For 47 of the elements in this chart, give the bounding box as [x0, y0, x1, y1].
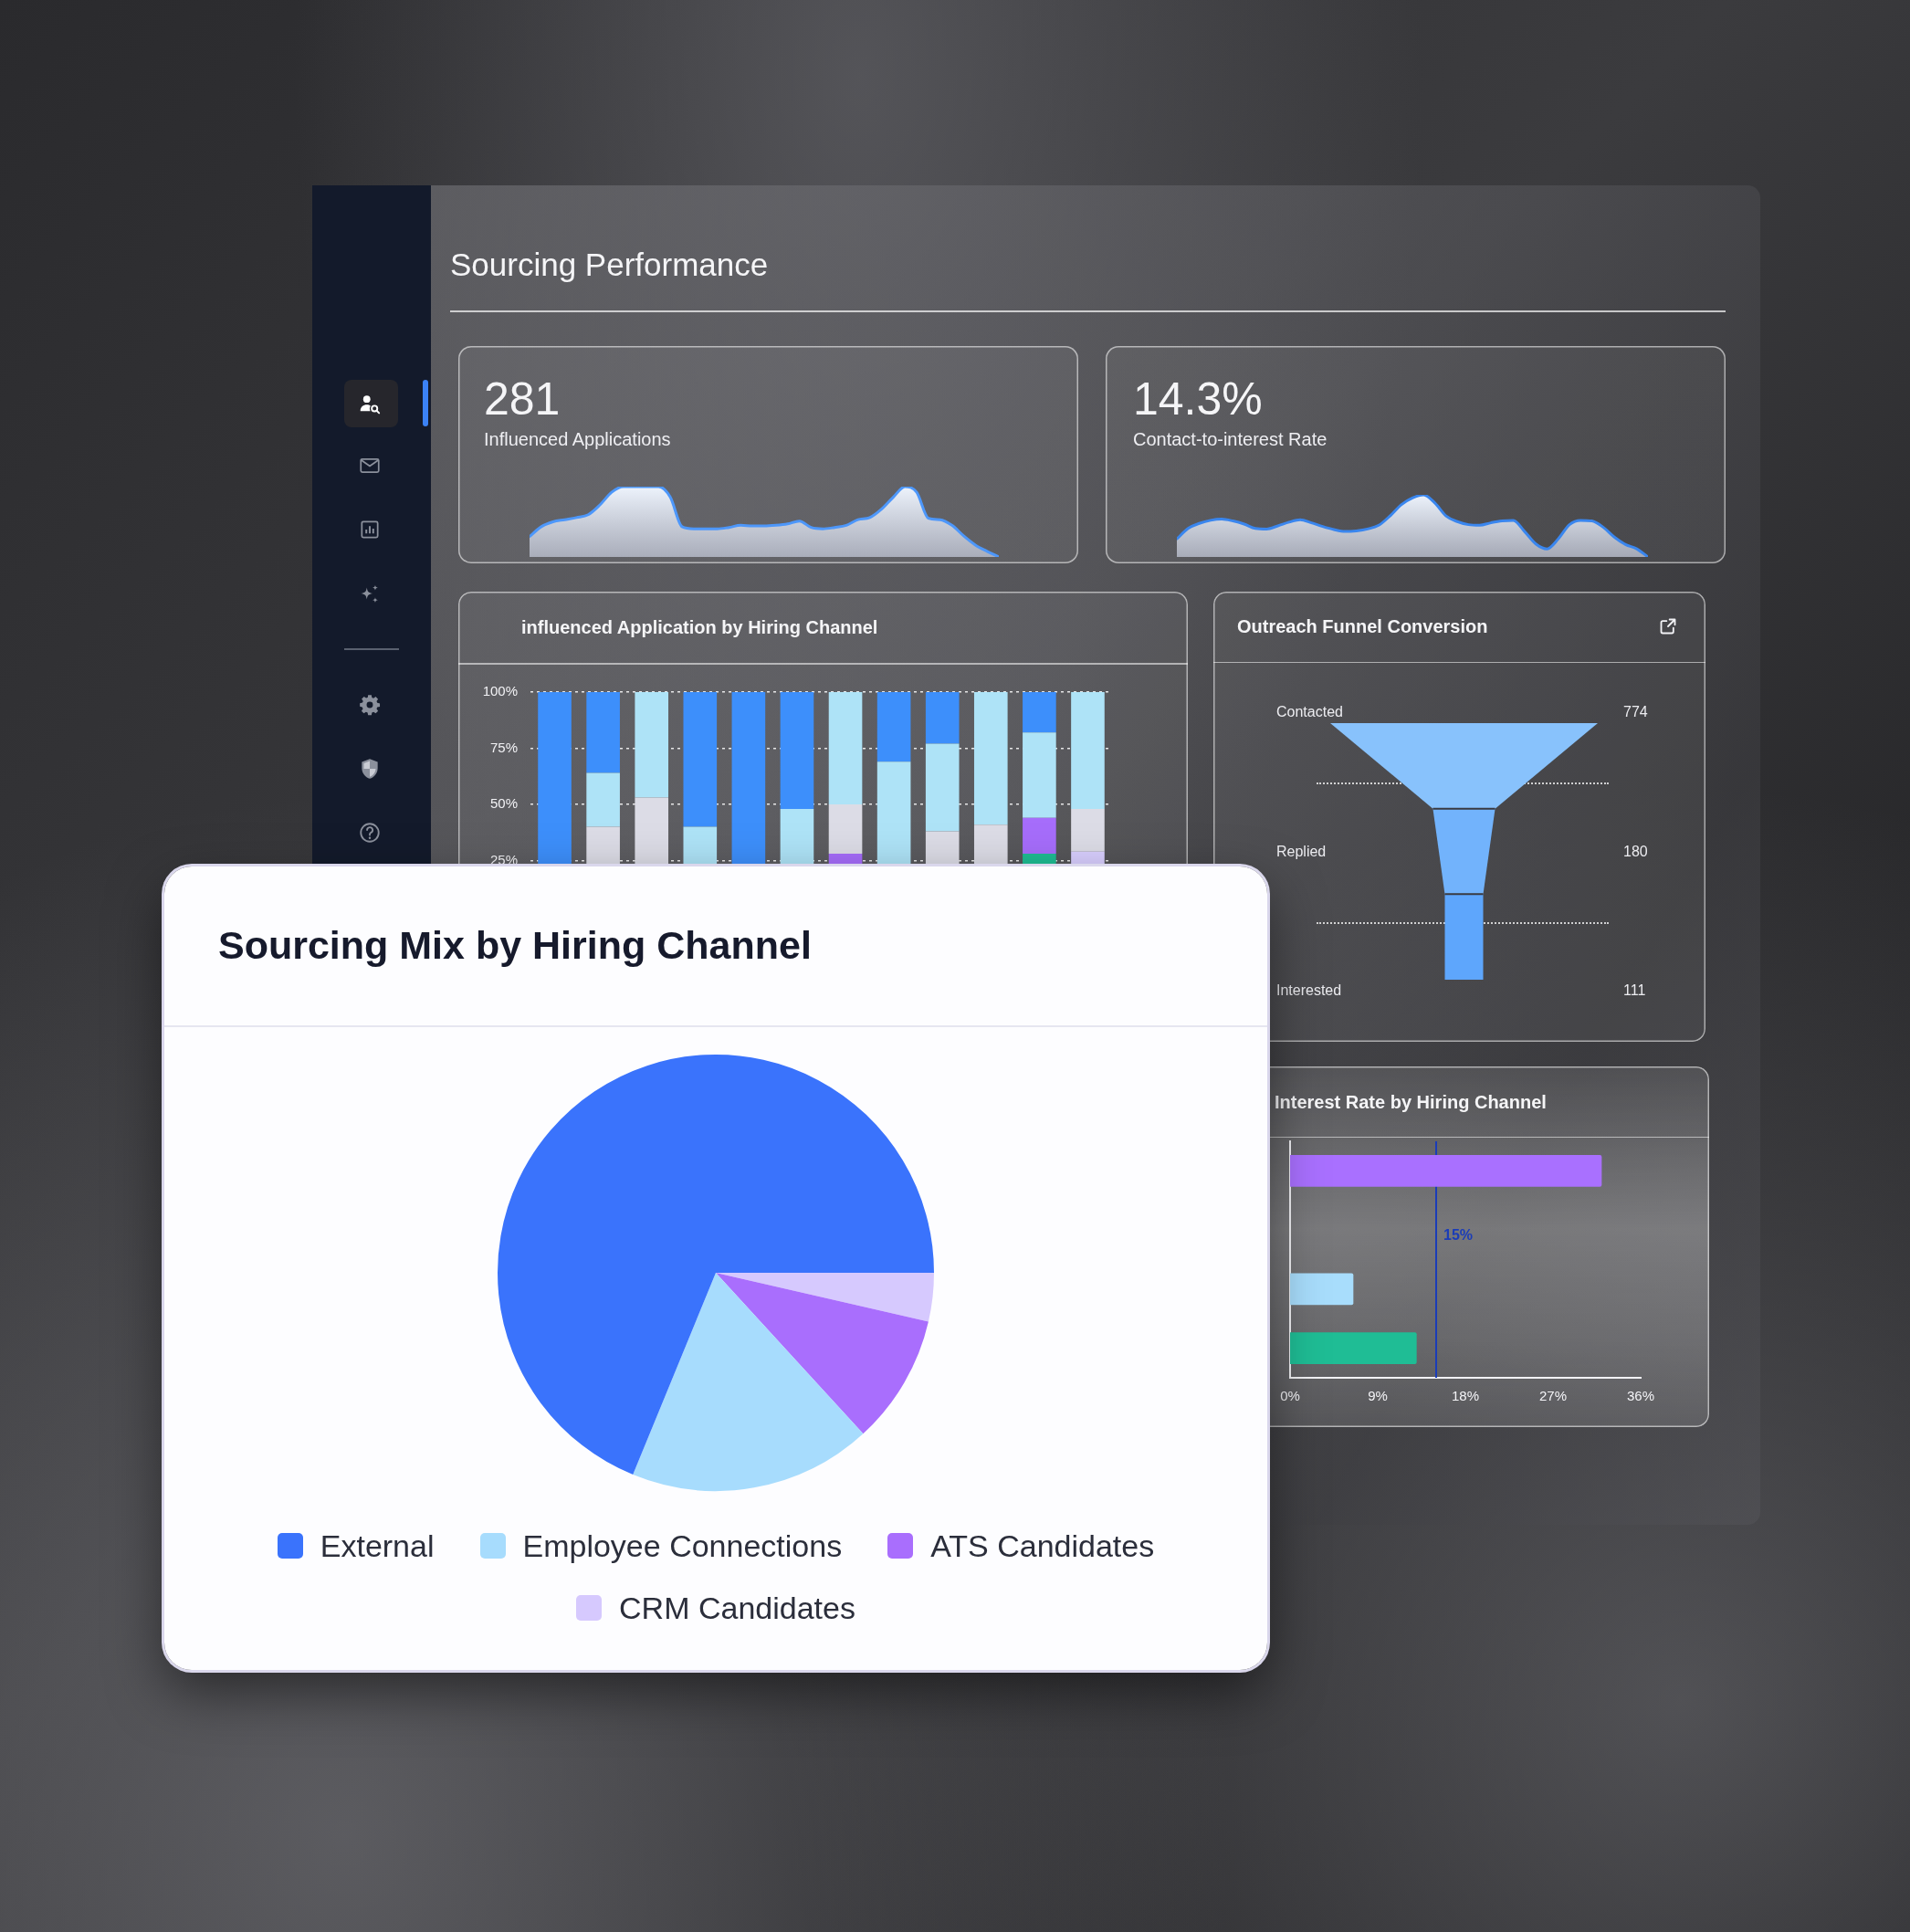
- bar: [1071, 808, 1105, 852]
- text: Contact-to-interest Rate: [1133, 429, 1328, 449]
- bar: [780, 692, 814, 809]
- x-tick-label: 36%: [1626, 1388, 1655, 1404]
- bar: [1290, 1332, 1417, 1365]
- bar: [925, 743, 960, 832]
- bar: [1290, 1273, 1354, 1306]
- x-tick-label: 27%: [1538, 1388, 1568, 1404]
- bar: [876, 692, 911, 762]
- category-label: Interested: [1276, 982, 1342, 999]
- data-label: 180: [1623, 843, 1648, 859]
- bar: [1071, 692, 1105, 809]
- bar: [635, 692, 669, 798]
- y-tick-label: 100%: [482, 683, 518, 699]
- bar: [973, 692, 1008, 825]
- bar: [828, 692, 863, 804]
- bar: [586, 772, 620, 827]
- chart-title: Sourcing Mix by Hiring Channel: [218, 923, 812, 967]
- x-tick-label: 0%: [1280, 1388, 1300, 1404]
- data-label: 774: [1623, 704, 1648, 720]
- text: 14.3%: [1133, 373, 1263, 425]
- bar: [828, 804, 863, 855]
- text: Influenced Applications: [484, 429, 671, 449]
- data-label: 111: [1623, 982, 1646, 999]
- legend-label: External: [320, 1528, 435, 1565]
- ref-line-label: 15%: [1443, 1227, 1474, 1244]
- bar: [925, 692, 960, 744]
- legend-label: CRM Candidates: [619, 1590, 855, 1627]
- x-tick-label: 9%: [1368, 1388, 1388, 1404]
- x-tick-label: 18%: [1451, 1388, 1480, 1404]
- legend-label: Employee Connections: [522, 1528, 843, 1565]
- chart-title: Interest Rate by Hiring Channel: [1275, 1092, 1547, 1112]
- bar: [1023, 732, 1056, 818]
- y-tick-label: 50%: [489, 795, 518, 812]
- y-tick-label: 75%: [489, 739, 518, 755]
- text: Outreach Funnel Conversion: [1237, 616, 1488, 636]
- legend-label: ATS Candidates: [930, 1528, 1155, 1565]
- text: 281: [484, 373, 561, 425]
- bar: [1290, 1154, 1602, 1187]
- category-label: Contacted: [1276, 704, 1343, 720]
- bar: [586, 692, 620, 773]
- bar: [1023, 692, 1056, 733]
- text: Sourcing Performance: [450, 247, 769, 282]
- category-label: Replied: [1276, 843, 1327, 859]
- bar: [1023, 817, 1056, 855]
- chart-title: influenced Application by Hiring Channel: [521, 617, 878, 637]
- bar: [683, 692, 718, 827]
